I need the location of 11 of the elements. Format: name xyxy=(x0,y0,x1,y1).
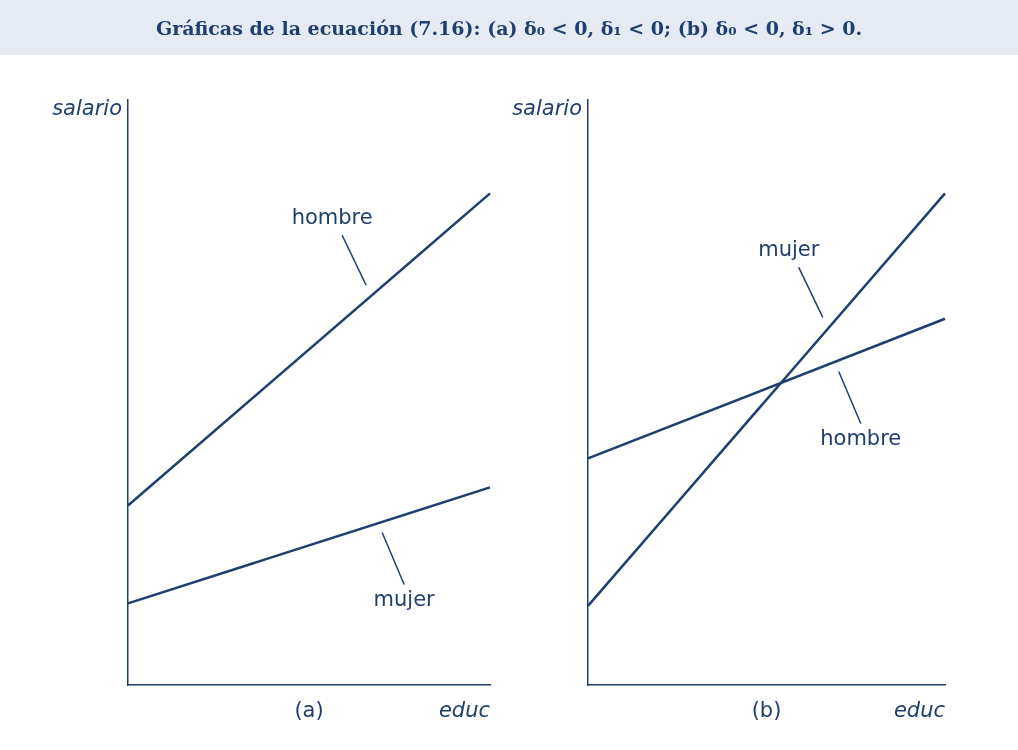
text: mujer xyxy=(373,587,436,612)
chart-title: Gráficas de la ecuación (7.16): (a) δ₀ < 0, δ₁ < 0; (b) δ₀ < 0, δ₁ > 0. xyxy=(155,16,863,39)
text: hombre xyxy=(291,205,373,230)
y-axis-title: salario xyxy=(52,95,122,120)
x-axis-title: educ xyxy=(438,697,491,722)
text: mujer xyxy=(758,237,820,262)
text: (b) xyxy=(751,697,782,722)
y-axis-title: salario xyxy=(512,95,582,120)
x-axis-title: educ xyxy=(893,697,946,722)
text: hombre xyxy=(820,426,902,451)
text: (a) xyxy=(294,697,324,722)
